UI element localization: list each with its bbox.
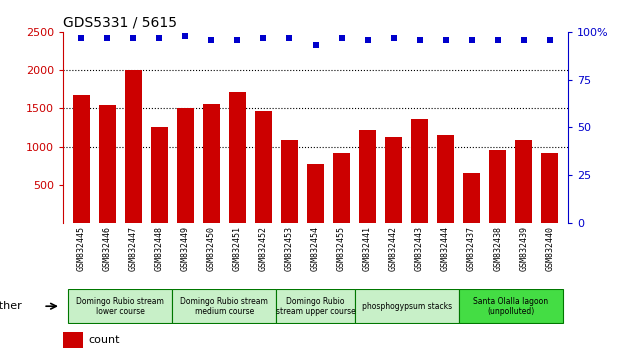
Bar [541,153,558,223]
Text: GSM832453: GSM832453 [285,226,294,271]
Bar [385,137,402,223]
Text: GSM832438: GSM832438 [493,226,502,271]
Text: GSM832439: GSM832439 [519,226,528,271]
Text: GSM832442: GSM832442 [389,226,398,271]
FancyBboxPatch shape [355,289,459,323]
Text: GSM832444: GSM832444 [441,226,450,271]
Text: phosphogypsum stacks: phosphogypsum stacks [362,302,452,311]
FancyBboxPatch shape [459,289,563,323]
Bar [255,112,272,223]
Bar [411,119,428,223]
Bar [99,105,116,223]
Text: GSM832448: GSM832448 [155,226,164,271]
Bar [359,130,376,223]
Text: count: count [88,335,120,346]
Bar [229,91,246,223]
Bar [307,164,324,223]
Text: GSM832452: GSM832452 [259,226,268,271]
Text: GSM832440: GSM832440 [545,226,554,271]
Bar [151,127,168,223]
Text: GDS5331 / 5615: GDS5331 / 5615 [63,15,177,29]
FancyBboxPatch shape [68,289,172,323]
Text: GSM832454: GSM832454 [311,226,320,271]
Text: Domingo Rubio
stream upper course: Domingo Rubio stream upper course [276,297,355,316]
Text: GSM832449: GSM832449 [181,226,190,271]
Text: GSM832455: GSM832455 [337,226,346,271]
Text: GSM832450: GSM832450 [207,226,216,271]
Text: GSM832441: GSM832441 [363,226,372,271]
Bar [73,95,90,223]
Bar [203,104,220,223]
Text: Domingo Rubio stream
medium course: Domingo Rubio stream medium course [180,297,268,316]
Bar [63,332,83,348]
Bar [177,108,194,223]
FancyBboxPatch shape [276,289,355,323]
FancyBboxPatch shape [172,289,276,323]
Text: GSM832445: GSM832445 [77,226,86,271]
Text: GSM832451: GSM832451 [233,226,242,271]
Text: GSM832446: GSM832446 [103,226,112,271]
Bar [437,135,454,223]
Bar [281,141,298,223]
Text: GSM832437: GSM832437 [467,226,476,271]
Bar [125,70,142,223]
Text: Domingo Rubio stream
lower course: Domingo Rubio stream lower course [76,297,164,316]
Bar [489,150,506,223]
Text: GSM832443: GSM832443 [415,226,424,271]
Text: Santa Olalla lagoon
(unpolluted): Santa Olalla lagoon (unpolluted) [473,297,548,316]
Text: other: other [0,301,22,311]
Bar [333,153,350,223]
Bar [463,173,480,223]
Bar [515,140,532,223]
Text: GSM832447: GSM832447 [129,226,138,271]
